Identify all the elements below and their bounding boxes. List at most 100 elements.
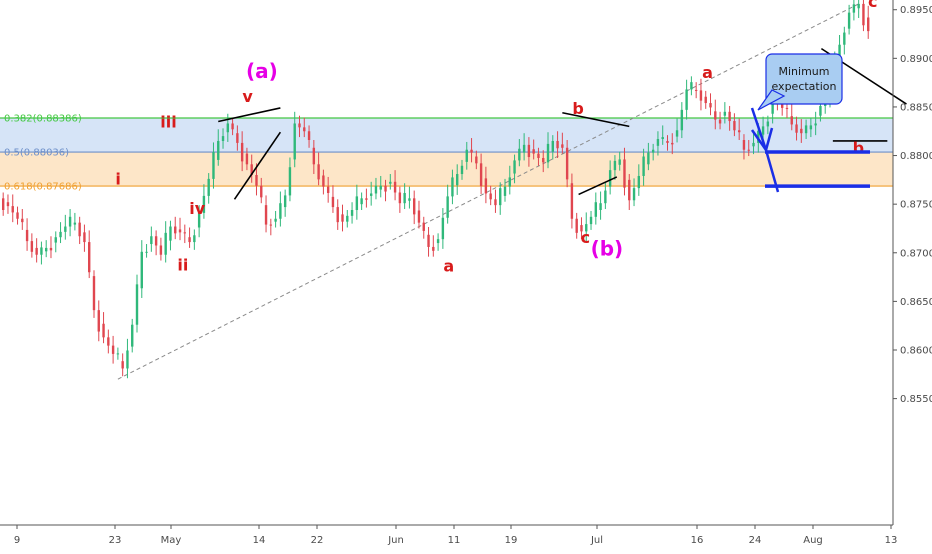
candle-body [862, 3, 865, 26]
candle-body [752, 142, 755, 147]
candle-body [78, 222, 81, 237]
candle [326, 176, 330, 203]
candle-body [589, 216, 593, 225]
wave-label-9: (b) [591, 237, 624, 261]
candle-body [441, 217, 445, 240]
candle [245, 147, 249, 171]
candle [790, 104, 793, 131]
candle [207, 173, 210, 204]
candle-body [16, 212, 19, 219]
candle [417, 200, 421, 229]
candle-body [666, 140, 669, 143]
candle-body [183, 232, 186, 234]
candle-body [384, 185, 387, 192]
candles [1, 0, 870, 379]
candle-body [178, 229, 182, 233]
x-tick-label: Jul [590, 535, 603, 546]
candle-body [867, 17, 870, 32]
candle-body [169, 226, 172, 241]
candle [59, 222, 62, 244]
candle-body [1, 198, 5, 210]
candle-body [389, 181, 392, 184]
candle-body [97, 310, 100, 332]
x-tick-label: May [161, 535, 182, 546]
candle [255, 163, 258, 196]
callout-pointer [757, 89, 786, 111]
candle [847, 4, 851, 35]
candle-body [336, 207, 339, 223]
candle [585, 212, 588, 242]
candle-body [412, 198, 416, 215]
candle-body [154, 236, 158, 246]
candle [532, 139, 535, 160]
candle [97, 300, 100, 342]
candle [35, 238, 38, 263]
candle [68, 209, 72, 237]
candle-body [159, 245, 163, 255]
candle [561, 132, 564, 154]
candle-body [102, 323, 105, 338]
channel-upper [117, 3, 859, 380]
candle-body [613, 160, 617, 171]
candle-body [709, 103, 712, 108]
wave-label-7: b [572, 99, 583, 118]
candle-body [733, 121, 736, 131]
candle-body [585, 224, 588, 232]
candle-body [164, 232, 167, 255]
candle-body [742, 140, 746, 150]
candle-body [522, 144, 526, 153]
candle-body [465, 149, 468, 162]
candle [647, 142, 650, 171]
candle [221, 128, 225, 149]
candle [322, 169, 325, 195]
candle-body [518, 148, 521, 161]
candle-body [255, 175, 258, 186]
candle-body [193, 235, 196, 243]
candle-body [537, 153, 540, 158]
candle-body [489, 193, 492, 200]
candle [369, 181, 373, 206]
candle [766, 115, 770, 135]
candle [283, 189, 287, 217]
candle [599, 191, 602, 220]
candle-body [499, 188, 502, 206]
candle [312, 140, 316, 175]
candle [360, 192, 363, 210]
candle [484, 166, 488, 204]
candle-body [135, 284, 139, 325]
candle-body [131, 324, 134, 347]
candle-body [49, 247, 53, 251]
candle-body [288, 167, 292, 196]
candle [857, 0, 860, 18]
candle [556, 131, 559, 158]
candle-body [231, 123, 234, 130]
candle-body [393, 181, 397, 193]
candle-body [685, 89, 688, 110]
candle [503, 178, 507, 202]
candle [651, 143, 655, 161]
candle-body [59, 231, 62, 238]
candle [699, 78, 703, 111]
candle-body [675, 130, 679, 137]
candle-body [30, 241, 34, 252]
candle [174, 216, 177, 240]
candle [518, 139, 521, 167]
candle-body [580, 225, 583, 232]
candle [393, 170, 397, 201]
candle [441, 208, 445, 249]
candle [422, 216, 425, 239]
candle-body [761, 126, 765, 135]
candle [470, 138, 473, 163]
candle-body [68, 216, 72, 227]
x-tick-label: 19 [505, 535, 518, 546]
candle-body [398, 192, 402, 204]
candle-body [575, 218, 578, 233]
candle [427, 227, 430, 257]
candle-body [804, 125, 808, 134]
candle-body [690, 82, 693, 90]
candle-body [307, 131, 311, 140]
candle [49, 236, 53, 259]
candle [618, 151, 621, 171]
